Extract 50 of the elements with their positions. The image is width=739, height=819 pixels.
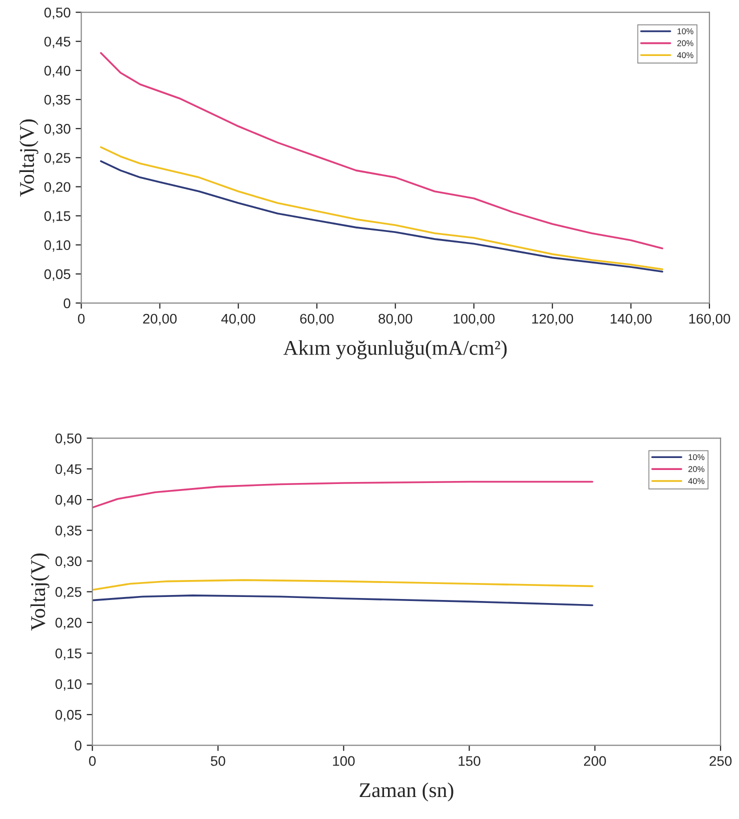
y-tick-label: 0,35: [55, 526, 82, 538]
y-tick-label: 0,20: [55, 618, 82, 630]
y-tick-label: 0,35: [44, 94, 70, 106]
y-tick-label: 0,15: [55, 648, 82, 660]
legend-label: 40%: [677, 52, 694, 58]
x-tick-label: 150: [458, 756, 480, 766]
x-tick-label: 0: [89, 756, 96, 766]
y-axis-title: Voltaj(V): [19, 119, 38, 197]
y-tick-label: 0,05: [55, 710, 82, 722]
y-tick-label: 0,10: [44, 240, 70, 252]
line-series: [92, 594, 594, 606]
x-tick-label: 100,00: [454, 314, 495, 326]
y-tick-label: 0,40: [44, 66, 70, 78]
legend-label: 10%: [688, 454, 704, 460]
x-tick-label: 120,00: [532, 314, 574, 326]
x-tick-label: 100: [333, 756, 355, 766]
y-tick-label: 0,45: [55, 464, 82, 476]
x-tick-label: 250: [710, 756, 732, 766]
x-tick-label: 40,00: [221, 314, 256, 326]
x-axis-title: Zaman (sn): [360, 782, 454, 802]
legend-label: 10%: [678, 28, 694, 34]
x-tick-label: 60,00: [300, 314, 334, 326]
y-tick-label: 0,50: [44, 8, 70, 20]
y-tick-label: 0,50: [55, 434, 82, 445]
legend-label: 20%: [677, 40, 694, 46]
line-series: [100, 52, 664, 250]
y-tick-label: 0,30: [55, 556, 82, 568]
x-tick-label: 140,00: [610, 314, 652, 326]
y-tick-label: 0,10: [55, 679, 82, 691]
line-series: [92, 579, 594, 591]
y-tick-label: 0,20: [44, 182, 70, 194]
x-tick-label: 50: [210, 756, 226, 766]
y-tick-label: 0,25: [55, 587, 82, 599]
legend-label: 20%: [688, 466, 704, 472]
y-tick-label: 0,45: [44, 36, 70, 48]
y-tick-label: 0,15: [44, 211, 70, 223]
y-tick-label: 0,25: [44, 152, 70, 164]
line-series: [92, 480, 594, 508]
y-tick-label: 0,40: [55, 494, 82, 506]
y-tick-label: 0,05: [44, 269, 70, 281]
y-tick-label: 0,30: [44, 124, 70, 136]
x-tick-label: 20,00: [143, 314, 177, 326]
y-tick-label: 0: [64, 298, 70, 308]
legend-label: 40%: [688, 478, 704, 484]
y-axis-title: Voltaj(V): [30, 553, 50, 631]
x-tick-label: 160,00: [689, 314, 730, 326]
x-axis-title: Akım yoğunluğu(mA/cm²): [283, 340, 507, 360]
x-tick-label: 200: [584, 756, 606, 766]
x-tick-label: 80,00: [378, 314, 412, 326]
y-tick-label: 0: [74, 740, 82, 750]
